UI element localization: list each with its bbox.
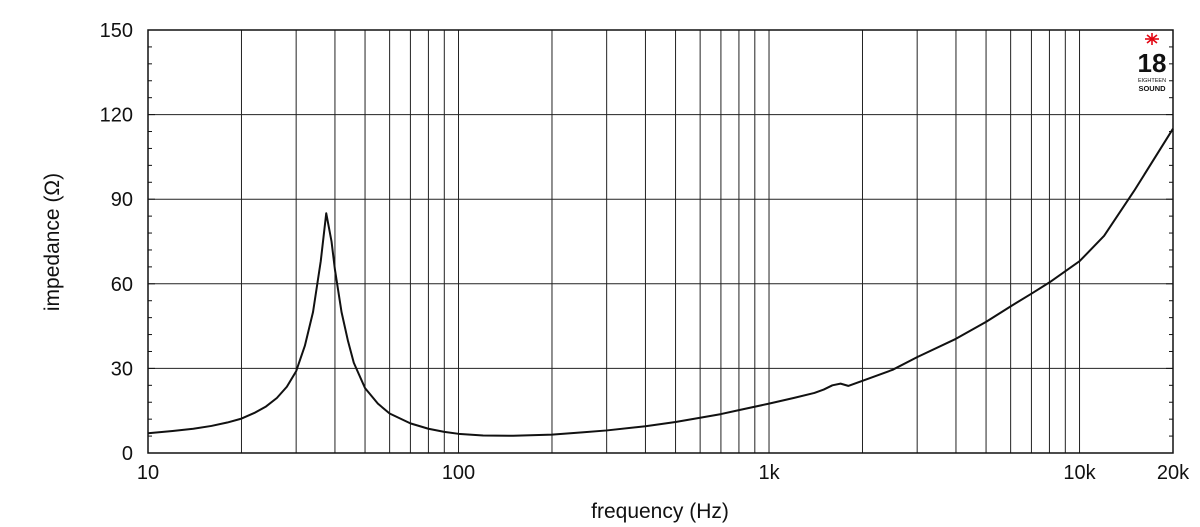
tick-labels: 10 100 1k 10k 20k 0 30 60 90 120 150 bbox=[100, 20, 1190, 484]
tick-marks bbox=[148, 29, 1173, 454]
y-axis-title: impedance (Ω) bbox=[41, 173, 64, 311]
x-axis-title: frequency (Hz) bbox=[591, 500, 729, 523]
x-tick-label: 10k bbox=[1063, 462, 1096, 484]
y-tick-label: 120 bbox=[100, 105, 133, 127]
x-tick-label: 20k bbox=[1157, 462, 1190, 484]
star-icon bbox=[1145, 33, 1159, 45]
x-tick-label: 10 bbox=[137, 462, 159, 484]
grid-lines bbox=[148, 30, 1173, 453]
y-tick-label: 150 bbox=[100, 20, 133, 42]
impedance-curve bbox=[147, 128, 1174, 437]
y-tick-label: 60 bbox=[111, 274, 133, 296]
plot-frame bbox=[147, 29, 1174, 454]
logo-line2: SOUND bbox=[1138, 84, 1166, 93]
eighteen-sound-logo: 18 EIGHTEEN SOUND bbox=[1137, 33, 1167, 95]
y-tick-label: 30 bbox=[111, 358, 133, 380]
x-tick-label: 1k bbox=[758, 462, 780, 484]
y-tick-label: 90 bbox=[111, 189, 133, 211]
y-tick-label: 0 bbox=[122, 443, 133, 465]
x-tick-label: 100 bbox=[442, 462, 475, 484]
logo-number: 18 bbox=[1138, 48, 1167, 78]
logo-line1: EIGHTEEN bbox=[1138, 78, 1166, 84]
